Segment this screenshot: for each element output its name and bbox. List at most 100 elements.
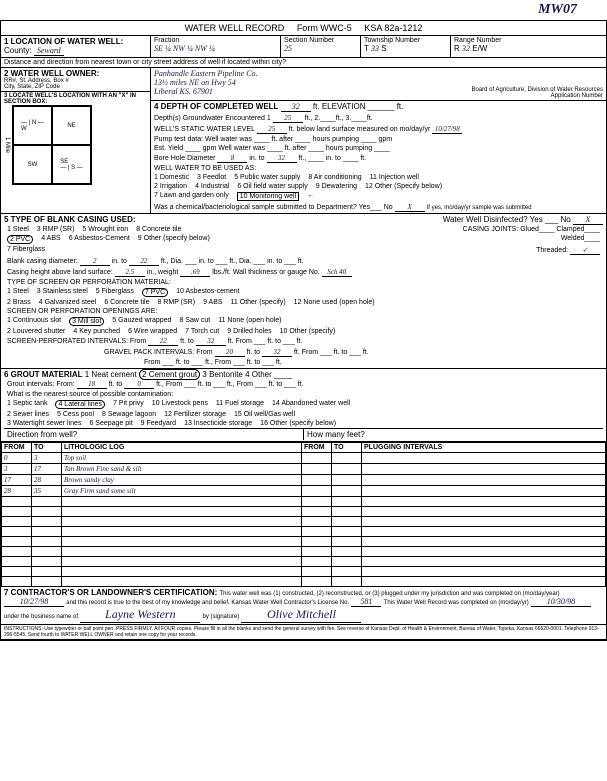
screen-7[interactable]: 7 PVC	[142, 288, 168, 297]
use-2[interactable]: 2 Irrigation	[154, 183, 187, 190]
open-9[interactable]: 9 Drilled holes	[227, 328, 271, 335]
open-7[interactable]: 7 Torch cut	[185, 328, 219, 335]
lith-to[interactable]: 35	[32, 486, 62, 497]
rec-date[interactable]: 10/30/98	[531, 597, 591, 607]
casing-4[interactable]: 4 ABS	[41, 235, 60, 244]
biz-value[interactable]: Layne Western	[80, 607, 200, 623]
contam-12[interactable]: 12 Fertilizer storage	[164, 411, 226, 418]
chem-no[interactable]: X	[395, 203, 425, 212]
lith-log[interactable]: Gray Firm sand some silt	[62, 486, 302, 497]
casing-3[interactable]: 3 RMP (SR)	[37, 226, 75, 233]
use-8[interactable]: 8 Air conditioning	[308, 174, 361, 181]
screen-4[interactable]: 4 Galvanized steel	[39, 299, 97, 306]
contam-2[interactable]: 2 Sewer lines	[7, 411, 49, 418]
use-1[interactable]: 1 Domestic	[154, 174, 189, 181]
township-value[interactable]: 33	[371, 44, 379, 53]
lith-log[interactable]: Tan Brown Fine sand & silt	[62, 464, 302, 475]
casing-8[interactable]: 8 Concrete tile	[136, 226, 181, 233]
screen-3[interactable]: 3 Stainless steel	[37, 288, 88, 297]
open-6[interactable]: 6 Wire wrapped	[128, 328, 177, 335]
open-5[interactable]: 5 Gauzed wrapped	[112, 317, 171, 326]
range-value[interactable]: 32	[462, 44, 470, 53]
disinfect-val[interactable]: X	[573, 215, 603, 225]
use-5[interactable]: 5 Public water supply	[234, 174, 300, 181]
grid-nw[interactable]: — | N —W	[13, 106, 52, 145]
use-7[interactable]: 7 Lawn and garden only	[154, 192, 229, 201]
grout-4[interactable]: 4 Other	[245, 370, 272, 379]
contam-10[interactable]: 10 Livestock pens	[152, 400, 208, 409]
grid-se[interactable]: SE— | S —	[52, 145, 91, 184]
grout-3[interactable]: 3 Bentonite	[202, 370, 242, 379]
contam-16[interactable]: 16 Other (specify below)	[260, 420, 336, 427]
license-value[interactable]: 581	[351, 597, 381, 607]
casing-9[interactable]: 9 Other (specify below)	[138, 235, 210, 244]
contam-9[interactable]: 9 Feedyard	[141, 420, 176, 427]
contam-15[interactable]: 15 Oil well/Gas well	[234, 411, 295, 418]
swl-date[interactable]: 10/27/98	[432, 125, 462, 134]
swl-value[interactable]: 25	[257, 125, 287, 134]
threaded-val[interactable]: ✓	[570, 246, 600, 255]
addr-value[interactable]: 13½ miles NE on Hwy 54	[154, 78, 603, 87]
weight-val[interactable]: .69	[180, 268, 210, 277]
use-11[interactable]: 11 Injection well	[370, 174, 419, 181]
lith-log[interactable]: Top soil	[62, 453, 302, 464]
grout-2[interactable]: 2 Cement grout	[139, 369, 200, 380]
depth-value[interactable]: 32	[281, 102, 311, 112]
contam-8[interactable]: 8 Sewage lagoon	[102, 411, 156, 418]
sig-value[interactable]: Olive Mitchell	[241, 607, 361, 623]
contam-3[interactable]: 3 Watertight sewer lines	[7, 420, 81, 427]
lith-from[interactable]: 28	[2, 486, 32, 497]
open-8[interactable]: 8 Saw cut	[179, 317, 210, 326]
casing-height[interactable]: 2.5	[115, 268, 145, 277]
gravel-to[interactable]: 32	[262, 348, 292, 357]
screen-5[interactable]: 5 Fiberglass	[96, 288, 134, 297]
use-3[interactable]: 3 Feedlot	[197, 174, 226, 181]
open-1[interactable]: 1 Continuous slot	[7, 317, 61, 326]
casing-2[interactable]: 2 PVC	[7, 235, 33, 244]
gravel-from[interactable]: 20	[215, 348, 245, 357]
lith-from[interactable]: 0	[2, 453, 32, 464]
lith-to[interactable]: 17	[32, 464, 62, 475]
contam-4[interactable]: 4 Lateral lines	[55, 400, 105, 409]
county-value[interactable]: Seward	[34, 46, 64, 56]
contam-5[interactable]: 5 Cess pool	[57, 411, 94, 418]
screen-10[interactable]: 10 Asbestos-cement	[176, 288, 239, 297]
contam-6[interactable]: 6 Seepage pit	[89, 420, 132, 427]
use-12[interactable]: 12 Other (Specify below)	[365, 183, 442, 190]
use-9[interactable]: 9 Dewatering	[316, 183, 357, 190]
screen-9[interactable]: 9 ABS	[203, 299, 222, 306]
blank-dia[interactable]: 2	[80, 257, 110, 266]
open-3[interactable]: 3 Mill slot	[69, 317, 104, 326]
screen-1[interactable]: 1 Steel	[7, 288, 29, 297]
contam-7[interactable]: 7 Pit privy	[113, 400, 144, 409]
casing-1[interactable]: 1 Steel	[7, 226, 29, 233]
perf-to[interactable]: 32	[196, 337, 226, 346]
grout-1[interactable]: 1 Neat cement	[85, 370, 137, 379]
grout-from[interactable]: 18	[77, 380, 107, 389]
bore-value[interactable]: 8	[217, 154, 247, 163]
contam-11[interactable]: 11 Fuel storage	[216, 400, 264, 409]
fraction-value[interactable]: SE ¼ NW ¼ NW ¼	[154, 44, 215, 53]
blank-to-val[interactable]: 22	[129, 257, 159, 266]
grid-sw[interactable]: SW	[13, 145, 52, 184]
use-6[interactable]: 6 Oil field water supply	[237, 183, 307, 190]
contam-1[interactable]: 1 Septic tank	[7, 400, 47, 409]
completed-date[interactable]: 10/27/98	[4, 597, 64, 607]
into-value[interactable]: 32	[267, 154, 297, 163]
open-11[interactable]: 11 None (open hole)	[218, 317, 281, 326]
gw-value[interactable]: 25	[273, 114, 303, 123]
lith-from[interactable]: 17	[2, 475, 32, 486]
lith-log[interactable]: Brown sandy clay	[62, 475, 302, 486]
screen-11[interactable]: 11 Other (specify)	[231, 299, 286, 306]
location-grid[interactable]: — | N —W NE SW SE— | S —	[12, 105, 92, 185]
open-10[interactable]: 10 Other (specify)	[280, 328, 336, 335]
casing-7[interactable]: 7 Fiberglass	[7, 246, 45, 255]
screen-6[interactable]: 6 Concrete tile	[104, 299, 149, 306]
open-4[interactable]: 4 Key punched	[73, 328, 120, 335]
wall-val[interactable]: Sch 40	[322, 268, 352, 277]
screen-12[interactable]: 12 None used (open hole)	[294, 299, 375, 306]
contam-14[interactable]: 14 Abandoned water well	[272, 400, 350, 409]
city-value[interactable]: Liberal KS. 67901	[154, 87, 213, 99]
contam-13[interactable]: 13 Insecticide storage	[184, 420, 252, 427]
screen-2[interactable]: 2 Brass	[7, 299, 31, 306]
